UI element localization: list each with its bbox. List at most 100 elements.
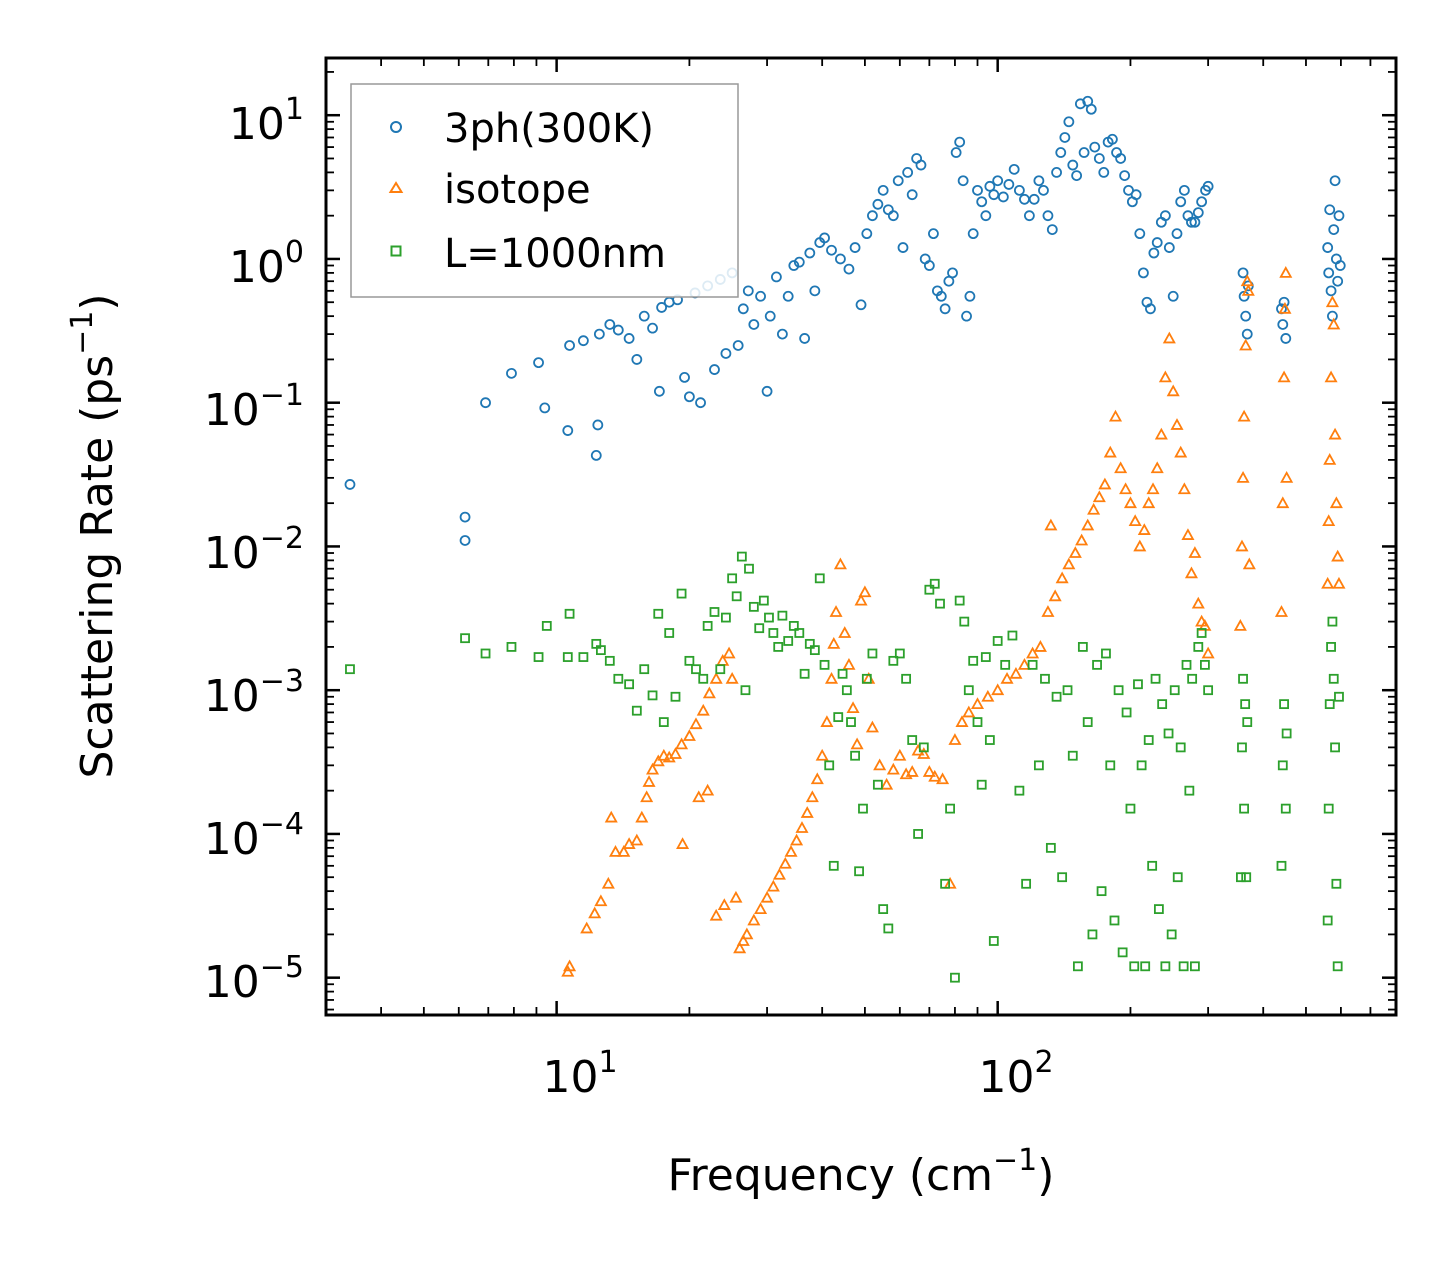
data-point-3ph xyxy=(1130,189,1142,201)
legend-box xyxy=(350,83,739,298)
data-point-L1000 xyxy=(595,645,606,656)
data-point-L1000 xyxy=(954,595,965,606)
data-point-L1000 xyxy=(1150,673,1161,684)
data-point-3ph xyxy=(480,397,491,409)
data-point-isotope xyxy=(917,747,931,759)
data-point-L1000 xyxy=(578,652,589,662)
data-point-3ph xyxy=(1332,275,1344,287)
data-point-isotope xyxy=(594,894,608,907)
data-point-L1000 xyxy=(727,573,738,584)
data-point-L1000 xyxy=(460,633,470,644)
data-point-isotope xyxy=(1158,370,1172,383)
data-point-L1000 xyxy=(773,642,784,652)
data-point-isotope xyxy=(651,754,665,767)
data-point-3ph xyxy=(1280,333,1292,344)
data-point-L1000 xyxy=(1051,691,1062,702)
data-point-3ph xyxy=(720,348,732,359)
data-point-L1000 xyxy=(1021,878,1032,889)
data-point-3ph xyxy=(638,310,650,322)
data-point-isotope xyxy=(1280,471,1294,483)
data-point-L1000 xyxy=(506,642,517,652)
data-point-isotope xyxy=(668,747,683,759)
data-point-isotope xyxy=(1137,523,1151,535)
data-point-L1000 xyxy=(828,860,839,871)
data-point-isotope xyxy=(1146,482,1160,495)
data-point-3ph xyxy=(771,271,782,283)
data-point-isotope xyxy=(608,845,623,857)
data-point-L1000 xyxy=(1125,803,1136,814)
data-point-L1000 xyxy=(480,648,491,659)
data-point-isotope xyxy=(1128,514,1142,527)
data-point-3ph xyxy=(506,367,517,379)
data-point-isotope xyxy=(1017,658,1031,670)
data-point-3ph xyxy=(988,189,1000,201)
data-point-L1000 xyxy=(1327,616,1338,627)
data-point-3ph xyxy=(788,260,800,271)
data-point-isotope xyxy=(709,908,723,921)
data-point-3ph xyxy=(819,232,830,244)
data-point-3ph xyxy=(950,147,962,158)
data-point-3ph xyxy=(782,290,794,302)
data-point-3ph xyxy=(906,189,918,201)
data-point-isotope xyxy=(880,777,894,790)
data-point-3ph xyxy=(1241,328,1253,340)
data-point-L1000 xyxy=(1324,699,1335,710)
data-point-L1000 xyxy=(1121,707,1132,718)
y-tick-1e-3-base: 10 xyxy=(204,671,260,722)
data-point-isotope xyxy=(1184,566,1198,579)
data-point-isotope xyxy=(1181,528,1195,540)
data-point-3ph xyxy=(683,391,695,403)
data-point-3ph xyxy=(843,263,855,275)
y-tick-label-1e-4: 10−4 xyxy=(204,807,304,865)
data-point-L1000 xyxy=(1280,803,1291,814)
data-point-3ph xyxy=(1055,147,1067,158)
data-point-L1000 xyxy=(1033,760,1044,771)
legend-marker-3ph xyxy=(390,121,402,133)
data-point-L1000 xyxy=(799,668,810,679)
data-point-isotope xyxy=(854,593,868,606)
data-point-isotope xyxy=(928,769,942,782)
data-point-3ph xyxy=(1237,267,1249,279)
y-tick-1e-2-exp: −2 xyxy=(260,521,304,556)
data-point-L1000 xyxy=(345,664,355,675)
data-point-isotope xyxy=(580,921,594,934)
data-point-L1000 xyxy=(1193,642,1204,652)
data-point-isotope xyxy=(1044,518,1058,531)
data-point-isotope xyxy=(922,765,936,777)
data-point-isotope xyxy=(1068,546,1082,558)
data-point-L1000 xyxy=(1196,628,1207,638)
data-point-isotope xyxy=(1154,427,1168,440)
data-point-3ph xyxy=(612,324,624,336)
data-point-L1000 xyxy=(1153,904,1164,914)
data-point-isotope xyxy=(850,737,864,750)
data-point-L1000 xyxy=(1067,750,1078,761)
data-point-L1000 xyxy=(1331,878,1342,889)
data-point-L1000 xyxy=(963,685,974,696)
data-point-L1000 xyxy=(794,628,805,638)
data-point-3ph xyxy=(1163,242,1175,253)
data-point-isotope xyxy=(709,671,723,684)
data-point-L1000 xyxy=(698,673,709,684)
data-point-L1000 xyxy=(1184,785,1195,796)
data-point-isotope xyxy=(696,703,710,716)
data-point-isotope xyxy=(991,683,1005,696)
data-point-L1000 xyxy=(1072,961,1083,972)
data-point-3ph xyxy=(1106,133,1118,145)
x-axis-label-main: Frequency (cm xyxy=(668,1150,994,1201)
data-point-3ph xyxy=(964,290,976,302)
y-axis-label: Scattering Rate (ps−1) xyxy=(65,293,123,778)
data-point-3ph xyxy=(947,267,958,279)
y-axis-label-tail: ) xyxy=(72,293,123,310)
data-point-3ph xyxy=(1202,180,1214,192)
y-tick-1e-5-exp: −5 xyxy=(260,950,304,985)
data-point-3ph xyxy=(604,319,616,330)
data-point-3ph xyxy=(1023,210,1035,222)
data-point-3ph xyxy=(1059,132,1071,143)
data-point-3ph xyxy=(1067,159,1079,171)
data-point-3ph xyxy=(897,242,909,253)
data-point-L1000 xyxy=(1172,872,1183,883)
data-point-3ph xyxy=(892,175,904,187)
data-point-3ph xyxy=(1019,193,1030,205)
data-point-3ph xyxy=(695,397,706,409)
